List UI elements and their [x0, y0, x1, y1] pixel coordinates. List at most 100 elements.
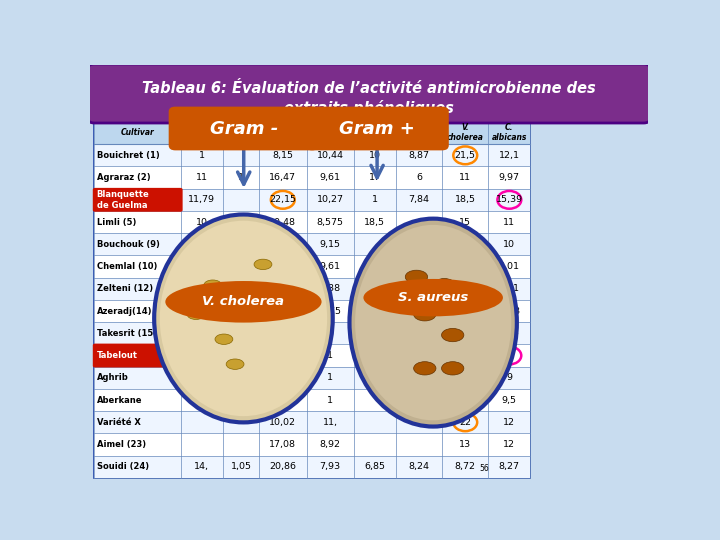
Text: 10: 10 [503, 240, 516, 249]
FancyBboxPatch shape [93, 188, 183, 212]
Text: 15: 15 [503, 351, 516, 360]
Text: 12,00: 12,00 [451, 307, 479, 315]
Text: 6: 6 [416, 218, 422, 227]
Bar [94, 211, 530, 233]
Text: Aimel (23): Aimel (23) [96, 440, 146, 449]
Text: S. typhi: S. typhi [314, 128, 347, 137]
Text: 1: 1 [199, 151, 205, 160]
Text: 9,52: 9,52 [272, 373, 293, 382]
Text: 9,97: 9,97 [499, 173, 520, 182]
Text: Gram -: Gram - [210, 119, 278, 138]
Text: V. cholerea: V. cholerea [202, 295, 284, 308]
Text: 21,5: 21,5 [455, 151, 476, 160]
Text: 10: 10 [196, 218, 208, 227]
Text: 8,: 8, [197, 240, 207, 249]
Text: 1,05: 1,05 [230, 462, 251, 471]
Text: 20,5: 20,5 [455, 351, 476, 360]
Text: 8,01: 8,01 [499, 262, 520, 271]
Text: Bouchouk (9): Bouchouk (9) [96, 240, 160, 249]
Text: 17,08: 17,08 [269, 440, 297, 449]
Ellipse shape [441, 362, 464, 375]
Text: 11: 11 [503, 218, 516, 227]
Text: 8,87: 8,87 [408, 151, 429, 160]
Text: 10,5: 10,5 [455, 262, 476, 271]
Bar [94, 434, 530, 456]
Bar [94, 345, 530, 367]
Text: Chemlal (10): Chemlal (10) [96, 262, 157, 271]
Text: 12: 12 [503, 440, 516, 449]
Ellipse shape [226, 359, 244, 369]
Text: Variété X: Variété X [96, 418, 140, 427]
Text: 1: 1 [238, 173, 244, 182]
Text: 9,265: 9,265 [451, 285, 479, 293]
Text: Tabelout: Tabelout [96, 351, 138, 360]
Text: 15: 15 [459, 218, 472, 227]
Text: 15,39: 15,39 [496, 195, 523, 204]
Ellipse shape [413, 308, 436, 321]
Ellipse shape [248, 301, 266, 311]
Text: 16,47: 16,47 [269, 173, 297, 182]
Bar [94, 367, 530, 389]
Text: 18,5: 18,5 [455, 395, 476, 404]
Bar [94, 144, 530, 166]
Text: 18,5: 18,5 [364, 218, 385, 227]
Text: 1: 1 [327, 373, 333, 382]
Text: Souidi (24): Souidi (24) [96, 462, 149, 471]
Text: 17: 17 [369, 173, 381, 182]
Ellipse shape [187, 309, 205, 320]
Text: 10: 10 [369, 151, 381, 160]
Text: 9,1: 9,1 [275, 395, 290, 404]
Ellipse shape [413, 362, 436, 375]
Text: 8,575: 8,575 [317, 218, 343, 227]
Text: Zelteni (12): Zelteni (12) [96, 285, 153, 293]
Text: 12: 12 [503, 418, 516, 427]
Text: 1: 1 [327, 329, 333, 338]
Text: 12,1: 12,1 [499, 151, 520, 160]
Ellipse shape [355, 225, 511, 420]
Text: 11: 11 [459, 173, 472, 182]
Ellipse shape [254, 259, 272, 269]
Text: 7,31: 7,31 [408, 285, 430, 293]
Text: 22,15: 22,15 [269, 195, 297, 204]
Text: 1: 1 [372, 195, 378, 204]
FancyBboxPatch shape [305, 106, 449, 150]
Text: 13: 13 [459, 440, 472, 449]
Ellipse shape [441, 328, 464, 342]
Text: 8,92: 8,92 [320, 440, 341, 449]
Text: 17,5: 17,5 [455, 329, 476, 338]
Text: 10,48: 10,48 [269, 218, 297, 227]
Text: 8,72: 8,72 [455, 462, 476, 471]
Text: S.: S. [371, 128, 379, 137]
Text: 14,42: 14,42 [269, 240, 297, 249]
Bar [94, 278, 530, 300]
Ellipse shape [364, 279, 503, 316]
Text: 9,5: 9,5 [502, 395, 517, 404]
Text: Bouichret (1): Bouichret (1) [96, 151, 159, 160]
Text: 7,75: 7,75 [320, 307, 341, 315]
Text: 20,04: 20,04 [269, 285, 297, 293]
Text: 10,04: 10,04 [228, 285, 254, 293]
Text: Cultivar: Cultivar [121, 128, 155, 137]
Text: C.
albicans: C. albicans [492, 123, 527, 142]
Ellipse shape [215, 334, 233, 345]
Text: Blanquette
de Guelma: Blanquette de Guelma [96, 190, 150, 210]
Text: 9,61: 9,61 [320, 262, 341, 271]
Text: 13: 13 [459, 240, 472, 249]
Text: S. aureus: S. aureus [263, 128, 303, 137]
Text: 9: 9 [506, 373, 513, 382]
Text: 6: 6 [416, 173, 422, 182]
Text: 11: 11 [196, 173, 208, 182]
FancyBboxPatch shape [168, 106, 319, 150]
Text: extraits phénoliques: extraits phénoliques [284, 100, 454, 117]
Text: 20,86: 20,86 [269, 462, 297, 471]
Bar [94, 233, 530, 255]
Text: 9,61: 9,61 [320, 173, 341, 182]
Text: 8,15: 8,15 [272, 151, 293, 160]
Text: SARM: SARM [228, 128, 253, 137]
Text: Agraraz (2): Agraraz (2) [96, 173, 150, 182]
Text: 9,93: 9,93 [272, 351, 293, 360]
Ellipse shape [405, 270, 428, 284]
Bar [94, 166, 530, 188]
Text: 8,27: 8,27 [499, 462, 520, 471]
Bar [94, 121, 530, 478]
